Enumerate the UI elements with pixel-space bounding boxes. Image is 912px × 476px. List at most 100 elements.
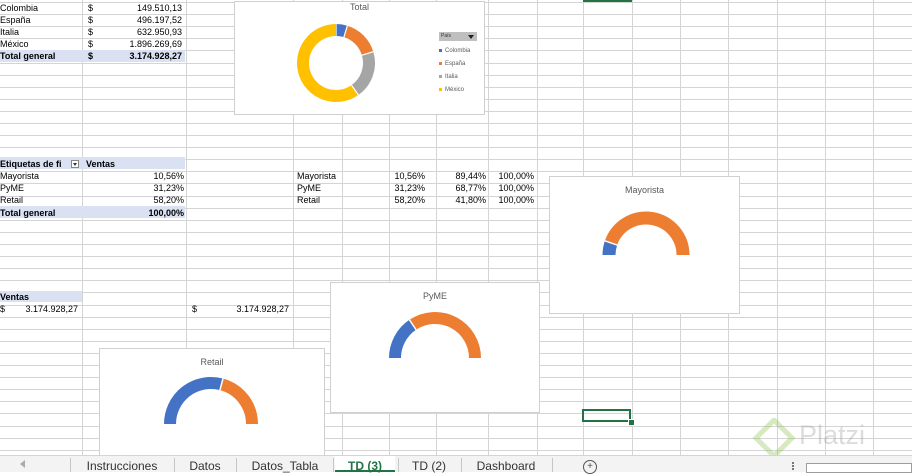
tab-instrucciones[interactable]: Instrucciones [86,459,158,473]
currency-symbol: $ [88,15,94,25]
donut-slice-méxico[interactable] [297,24,359,102]
pivot-row-label[interactable]: PyME [0,183,25,193]
calc-rest-value[interactable]: 68,77% [455,183,486,193]
currency-symbol: $ [88,27,94,37]
tab-dashboard[interactable]: Dashboard [476,459,536,473]
tab-datos-tabla[interactable]: Datos_Tabla [251,459,319,473]
table-row-label[interactable]: México [0,39,29,49]
legend-swatch [439,87,442,91]
table-row-value[interactable]: 1.896.269,69 [129,39,182,49]
total-value[interactable]: 3.174.928,27 [129,51,182,61]
active-cell[interactable] [582,409,631,422]
chart-legend: País Colombia España Italia México [439,32,477,97]
tab-scroll-left-icon[interactable] [20,460,25,468]
calc-row-label[interactable]: Mayorista [297,171,337,181]
legend-entry: México [439,84,477,97]
table-row-value[interactable]: 496.197,52 [136,15,182,25]
platzi-logo-icon [752,418,796,458]
retail-gauge-chart[interactable]: Retail [99,348,325,457]
currency-symbol: $ [192,304,198,314]
pyme-gauge-chart[interactable]: PyME [330,282,540,413]
calc-rest-value[interactable]: 89,44% [455,171,486,181]
table-row-value[interactable]: 149.510,13 [136,3,182,13]
pivot-row-label[interactable]: Retail [0,195,24,205]
segment-separator [219,378,224,391]
pivot-values-header[interactable]: Ventas [86,159,116,169]
calc-total-value[interactable]: 100,00% [498,195,534,205]
table-row-label[interactable]: España [0,15,31,25]
ventas-header[interactable]: Ventas [0,292,30,302]
legend-label: España [445,61,466,67]
donut-slice-colombia[interactable] [335,23,348,38]
table-row-label[interactable]: Italia [0,27,20,37]
legend-entry: Italia [439,71,477,84]
legend-swatch [439,48,442,52]
total-row-highlight [0,50,185,62]
legend-swatch [439,74,442,78]
calc-rest-value[interactable]: 41,80% [455,195,486,205]
table-row-value[interactable]: 632.950,93 [136,27,182,37]
pivot-header-highlight [0,157,185,169]
calc-share-value[interactable]: 10,56% [394,171,425,181]
legend-entry: Colombia [439,45,477,58]
gauge-plot [389,312,481,359]
mayorista-gauge-chart[interactable]: Mayorista [549,176,740,314]
gauge-segment-resto[interactable] [409,312,481,359]
gauge-segment-retail[interactable] [164,377,223,425]
pivot-row-value[interactable]: 10,56% [153,171,184,181]
pais-filter-button[interactable]: País [439,32,477,41]
chart-title: Total [349,2,369,12]
donut-slice-españa[interactable] [343,25,374,56]
legend-label: Italia [445,74,458,80]
gauge-segment-resto[interactable] [604,211,690,256]
ventas-value[interactable]: 3.174.928,27 [25,304,78,314]
legend-entry: España [439,58,477,71]
legend-label: Colombia [445,48,471,54]
total-donut-chart[interactable]: Total País Colombia España Italia México [234,1,485,115]
tab-separator [398,458,399,472]
pivot-row-value[interactable]: 31,23% [153,183,184,193]
horizontal-scrollbar[interactable] [806,463,912,473]
add-sheet-button[interactable]: + [583,460,597,474]
gauge-segment-pyme[interactable] [389,319,417,359]
chart-title: Mayorista [624,185,664,195]
slice-separator [351,84,359,96]
chart-title: PyME [422,291,447,301]
gauge-segment-mayorista[interactable] [602,240,618,256]
pivot-row-value[interactable]: 58,20% [153,195,184,205]
currency-symbol: $ [88,51,94,61]
ventas-value-copy[interactable]: 3.174.928,27 [236,304,289,314]
tab-td-3[interactable]: TD (3) [335,456,395,473]
scroll-dots-icon[interactable] [792,462,797,470]
total-label[interactable]: Total general [0,51,56,61]
gauge-plot [164,377,258,425]
calc-share-value[interactable]: 31,23% [394,183,425,193]
calc-share-value[interactable]: 58,20% [394,195,425,205]
table-row-label[interactable]: Colombia [0,3,39,13]
tab-td-2[interactable]: TD (2) [412,459,446,473]
calc-row-label[interactable]: PyME [297,183,322,193]
pivot-total-label[interactable]: Total general [0,208,56,218]
tab-separator [552,458,553,472]
tab-separator [461,458,462,472]
tab-separator [70,458,71,472]
filter-dropdown-icon[interactable] [71,160,79,168]
calc-row-label[interactable]: Retail [297,195,321,205]
fill-handle[interactable] [628,419,635,426]
tab-datos[interactable]: Datos [189,459,221,473]
slice-separator [361,51,374,56]
donut-slice-italia[interactable] [351,51,375,95]
pivot-row-labels-header[interactable]: Etiquetas de fi [0,159,62,169]
legend-swatch [439,61,442,65]
segment-separator [604,240,618,246]
pivot-total-value[interactable]: 100,00% [148,208,184,218]
currency-symbol: $ [88,3,94,13]
pivot-total-highlight [0,206,185,218]
gauge-plot [602,211,690,256]
dropdown-arrow-icon [468,35,474,39]
pivot-row-label[interactable]: Mayorista [0,171,40,181]
sheet-tab-bar: Instrucciones Datos Datos_Tabla TD (3) T… [0,455,912,473]
calc-total-value[interactable]: 100,00% [498,183,534,193]
calc-total-value[interactable]: 100,00% [498,171,534,181]
gauge-segment-resto[interactable] [219,378,258,425]
